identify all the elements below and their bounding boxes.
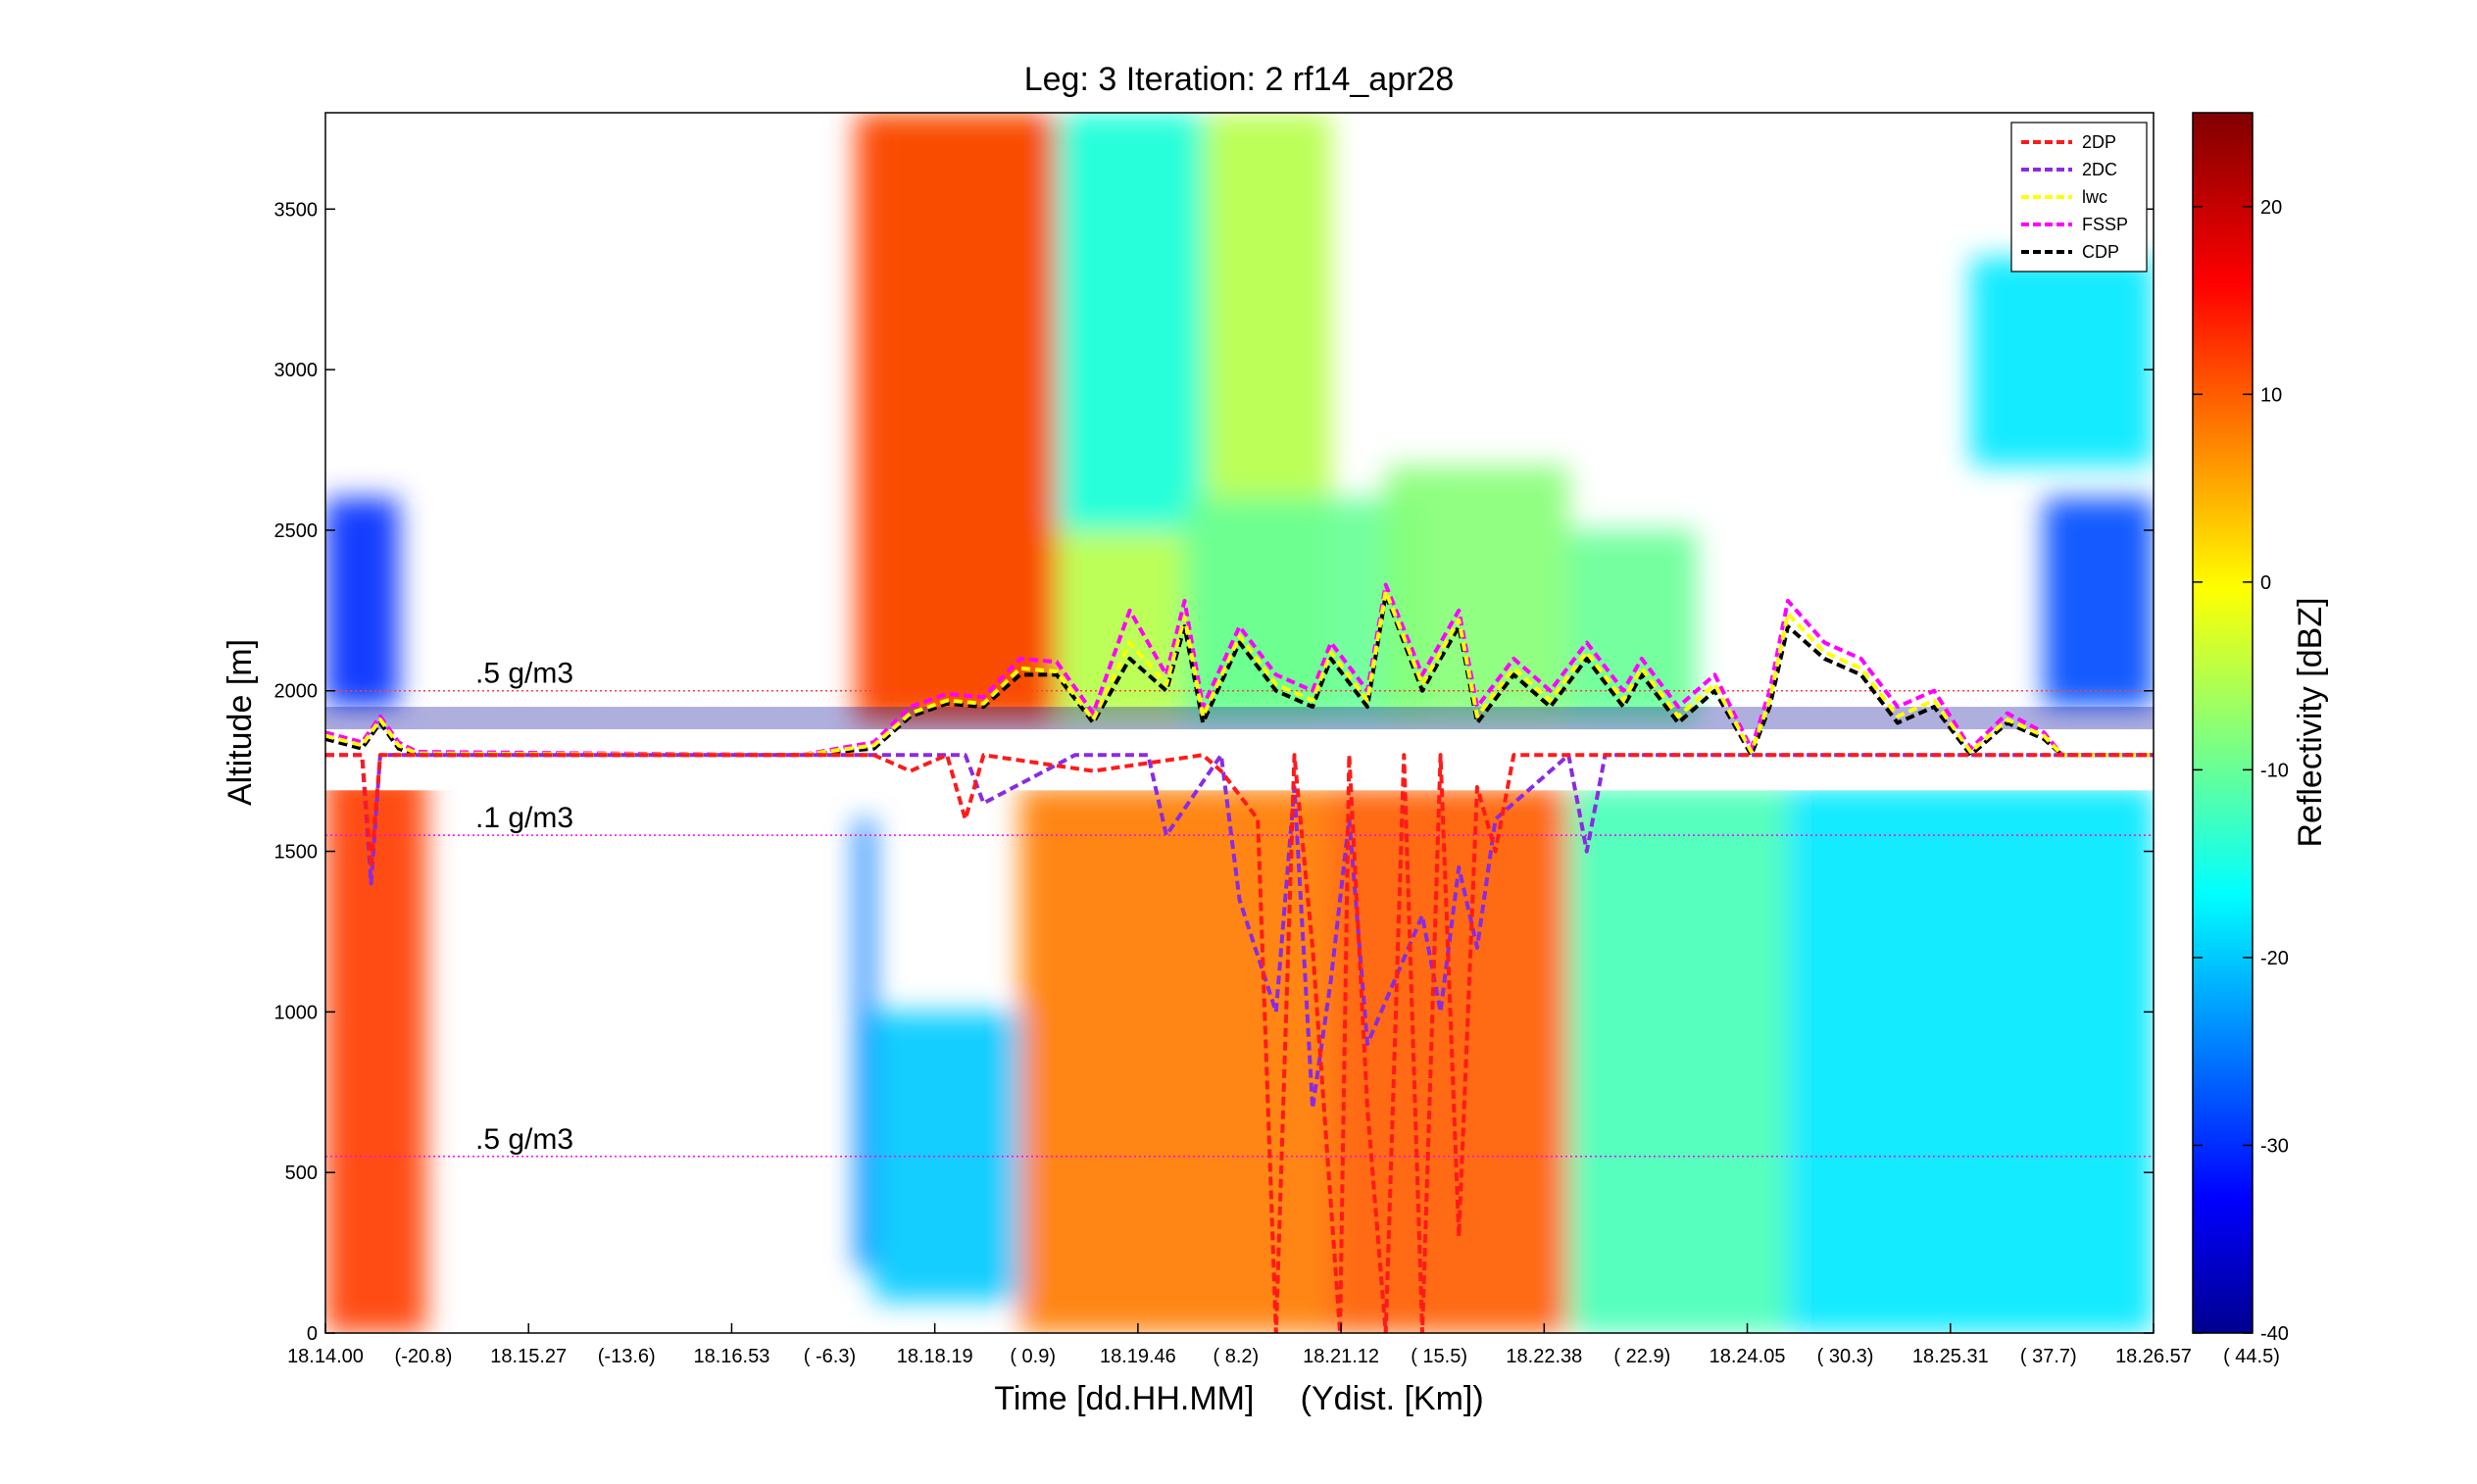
reflectivity-region xyxy=(1970,257,2154,467)
reflectivity-region xyxy=(1568,787,1788,1333)
series-line-lwc xyxy=(325,589,2154,758)
colorbar-tick-label: -30 xyxy=(2260,1135,2289,1157)
x-tick-ydist: ( -6.3) xyxy=(804,1346,856,1367)
plot-frame xyxy=(324,112,2155,1334)
reflectivity-region xyxy=(325,770,426,1333)
x-tick-ydist: (-13.6) xyxy=(598,1346,656,1367)
x-axis-label: Time [dd.HH.MM] (Ydist. [Km]) xyxy=(994,1380,1483,1417)
plot-area xyxy=(324,112,2155,1334)
y-tick-label: 500 xyxy=(285,1162,318,1184)
series-line-fssp xyxy=(325,582,2154,758)
x-tick-time: 18.15.27 xyxy=(490,1346,567,1367)
y-tick-label: 1500 xyxy=(274,842,319,864)
x-tick-time: 18.25.31 xyxy=(1912,1346,1989,1367)
chart-title: Leg: 3 Iteration: 2 rf14_apr28 xyxy=(1024,61,1455,98)
colorbar-ticks: -40 -30 -20 -10 0 10 20 xyxy=(2193,197,2289,1345)
legend-label: CDP xyxy=(2082,242,2119,262)
series-line-2dc xyxy=(325,753,2154,1111)
reflectivity-region xyxy=(2044,498,2154,708)
y-tick-label: 2000 xyxy=(274,681,319,703)
legend-label: 2DP xyxy=(2082,132,2116,152)
x-tick-time: 18.14.00 xyxy=(287,1346,364,1367)
reflectivity-region xyxy=(1330,787,1569,1333)
x-tick-ydist: ( 0.9) xyxy=(1010,1346,1056,1367)
x-tick-ydist: ( 22.9) xyxy=(1613,1346,1670,1367)
reflectivity-region xyxy=(873,1012,1020,1302)
y-tick-label: 1000 xyxy=(274,1002,319,1023)
reference-line-label: .5 g/m3 xyxy=(475,1123,573,1156)
y-tick-label: 2500 xyxy=(274,520,319,542)
x-tick-time: 18.16.53 xyxy=(694,1346,770,1367)
colorbar-tick-label: -20 xyxy=(2260,948,2289,969)
series-line-2dp xyxy=(325,753,2154,1333)
x-tick-time: 18.18.19 xyxy=(897,1346,973,1367)
x-tick-ydist: ( 15.5) xyxy=(1411,1346,1467,1367)
x-tick-time: 18.21.12 xyxy=(1303,1346,1379,1367)
legend-label: lwc xyxy=(2082,187,2107,207)
reflectivity-region xyxy=(1788,787,2154,1333)
reflectivity-region xyxy=(855,818,874,1269)
legend: 2DP 2DC lwc FSSP CDP xyxy=(2010,122,2148,272)
reflectivity-region xyxy=(325,498,399,708)
x-tick-ydist: (-20.8) xyxy=(395,1346,453,1367)
x-tick-ydist: ( 37.7) xyxy=(2020,1346,2077,1367)
y-axis: 0 500 1000 1500 2000 2500 3000 3500 xyxy=(274,199,2154,1345)
colorbar-tick-label: -10 xyxy=(2260,760,2289,781)
reflectivity-field xyxy=(325,113,2154,1333)
colorbar: -40 -30 -20 -10 0 10 20 Reflectivity [dBZ] xyxy=(2192,112,2329,1345)
x-axis: 18.14.00 (-20.8) 18.15.27 (-13.6) 18.16.53 ( … xyxy=(287,1323,2280,1367)
colorbar-tick-label: 20 xyxy=(2260,197,2282,219)
reference-line-label: .5 g/m3 xyxy=(475,658,573,690)
reflectivity-region xyxy=(1057,113,1204,530)
upper-gap-edge xyxy=(325,707,2154,730)
x-tick-ydist: ( 8.2) xyxy=(1214,1346,1260,1367)
probe-series-lines xyxy=(325,582,2154,1333)
x-tick-ydist: ( 44.5) xyxy=(2223,1346,2280,1367)
x-tick-ydist: ( 30.3) xyxy=(1817,1346,1874,1367)
lwc-reference-lines xyxy=(325,689,2154,1158)
legend-box xyxy=(2010,122,2148,272)
reference-line-label: .1 g/m3 xyxy=(475,802,573,834)
colorbar-tick-label: -40 xyxy=(2260,1323,2289,1345)
reflectivity-region xyxy=(1568,529,1697,723)
colorbar-tick-label: 10 xyxy=(2260,384,2282,406)
instrument-gap-bands xyxy=(325,707,2154,791)
x-tick-time: 18.24.05 xyxy=(1709,1346,1786,1367)
colorbar-gradient xyxy=(2192,112,2254,1334)
reflectivity-region xyxy=(1385,466,1569,723)
reflectivity-region xyxy=(855,113,1057,723)
x-tick-time: 18.19.46 xyxy=(1100,1346,1176,1367)
x-tick-time: 18.22.38 xyxy=(1506,1346,1582,1367)
x-tick-time: 18.26.57 xyxy=(2115,1346,2192,1367)
colorbar-label: Reflectivity [dBZ] xyxy=(2292,597,2329,847)
series-line-cdp xyxy=(325,592,2154,758)
y-tick-label: 3500 xyxy=(274,199,319,221)
y-axis-label: Altitude [m] xyxy=(222,639,259,806)
colorbar-tick-label: 0 xyxy=(2260,572,2271,594)
legend-label: 2DC xyxy=(2082,160,2117,179)
y-tick-label: 3000 xyxy=(274,360,319,381)
flight-gap-band xyxy=(325,729,2154,791)
y-tick-label: 0 xyxy=(307,1323,318,1345)
legend-label: FSSP xyxy=(2082,215,2128,234)
